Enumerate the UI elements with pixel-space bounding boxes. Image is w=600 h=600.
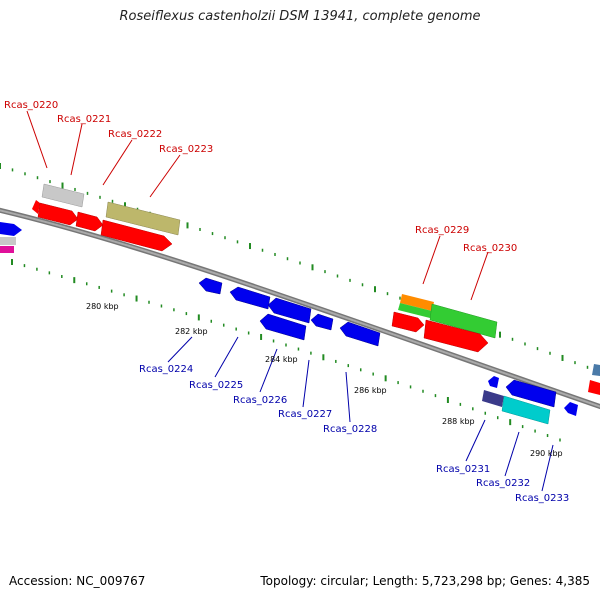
- genome-summary-text: Topology: circular; Length: 5,723,298 bp…: [260, 574, 590, 588]
- gene-rcas-0233-blue[interactable]: [564, 402, 578, 416]
- map-title: Roseiflexus castenholzii DSM 13941, comp…: [119, 9, 481, 24]
- label-rcas-0220[interactable]: Rcas_0220: [4, 100, 58, 111]
- label-rcas-0233[interactable]: Rcas_0233: [515, 493, 569, 504]
- gene-rcas-0221-red[interactable]: [75, 211, 104, 232]
- gene-rcas-0229-orange[interactable]: [400, 294, 434, 311]
- top-leader-lines: [26, 110, 489, 301]
- label-rcas-0228[interactable]: Rcas_0228: [323, 424, 377, 435]
- gene-rcas-0229-green[interactable]: [398, 303, 432, 318]
- gene-rcas-0226b-blue[interactable]: [259, 313, 307, 341]
- tick-label-286kbp: 286 kbp: [354, 386, 387, 395]
- tick-label-284kbp: 284 kbp: [265, 355, 298, 364]
- partial-gene-steel-right[interactable]: [592, 364, 600, 376]
- label-rcas-0232[interactable]: Rcas_0232: [476, 478, 530, 489]
- label-rcas-0224[interactable]: Rcas_0224: [139, 364, 193, 375]
- label-rcas-0225[interactable]: Rcas_0225: [189, 380, 243, 391]
- bottom-leader-lines: [167, 336, 554, 492]
- gene-small-red-arrow[interactable]: [32, 200, 40, 214]
- gene-red-0230[interactable]: [423, 319, 489, 353]
- gene-rcas-0224-blue[interactable]: [198, 277, 223, 295]
- gene-rcas-0220-red[interactable]: [37, 202, 79, 226]
- gene-rcas-0231b-blue[interactable]: [505, 379, 557, 408]
- gene-rcas-0231-navy[interactable]: [482, 390, 504, 407]
- partial-gene-grey-left[interactable]: [0, 237, 16, 245]
- label-rcas-0227[interactable]: Rcas_0227: [278, 409, 332, 420]
- genome-backbone-highlight: [0, 209, 600, 408]
- outer-dotted-track: [0, 163, 600, 374]
- gene-rcas-0227-blue[interactable]: [310, 313, 334, 331]
- label-rcas-0229[interactable]: Rcas_0229: [415, 225, 469, 236]
- gene-rcas-0223-olive[interactable]: [105, 201, 181, 236]
- label-rcas-0223[interactable]: Rcas_0223: [159, 144, 213, 155]
- label-rcas-0230[interactable]: Rcas_0230: [463, 243, 517, 254]
- tick-label-282kbp: 282 kbp: [175, 327, 208, 336]
- gene-rcas-0228-blue[interactable]: [339, 321, 381, 347]
- label-rcas-0226[interactable]: Rcas_0226: [233, 395, 287, 406]
- tick-label-288kbp: 288 kbp: [442, 417, 475, 426]
- tick-label-290kbp: 290 kbp: [530, 449, 563, 458]
- gene-rcas-0232-cyan[interactable]: [501, 395, 551, 425]
- partial-gene-red-right[interactable]: [588, 380, 600, 395]
- label-rcas-0222[interactable]: Rcas_0222: [108, 129, 162, 140]
- inner-dotted-track: [11, 259, 561, 442]
- label-rcas-0231[interactable]: Rcas_0231: [436, 464, 490, 475]
- gene-rcas-0226a-blue[interactable]: [267, 297, 312, 324]
- partial-gene-blue-left[interactable]: [0, 222, 22, 236]
- gene-rcas-0220-grey[interactable]: [41, 183, 85, 208]
- partial-gene-magenta-left[interactable]: [0, 246, 14, 253]
- tick-label-280kbp: 280 kbp: [86, 302, 119, 311]
- label-rcas-0221[interactable]: Rcas_0221: [57, 114, 111, 125]
- gene-rcas-0225-blue[interactable]: [229, 286, 271, 310]
- accession-text: Accession: NC_009767: [9, 574, 146, 588]
- gene-rcas-0222-red[interactable]: [100, 219, 173, 252]
- gene-rcas-0230-green[interactable]: [429, 303, 498, 339]
- gene-red-0229[interactable]: [391, 311, 425, 333]
- gene-rcas-0231-blue[interactable]: [488, 376, 499, 388]
